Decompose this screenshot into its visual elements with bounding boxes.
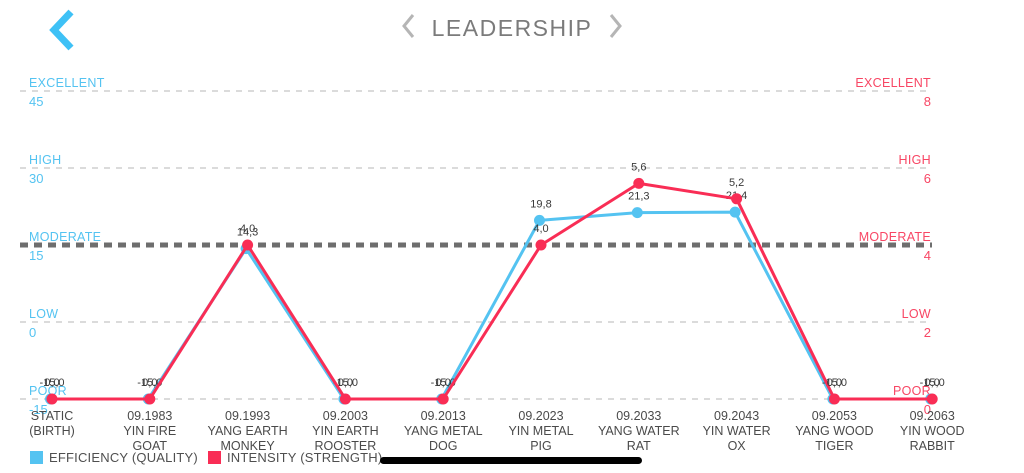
svg-text:09.1983: 09.1983 — [127, 409, 172, 423]
svg-text:45: 45 — [29, 94, 43, 109]
svg-text:8: 8 — [924, 94, 931, 109]
svg-text:ROOSTER: ROOSTER — [314, 439, 376, 453]
svg-text:YIN EARTH: YIN EARTH — [312, 424, 378, 438]
svg-text:30: 30 — [29, 171, 43, 186]
svg-text:09.2003: 09.2003 — [323, 409, 368, 423]
svg-text:6: 6 — [924, 171, 931, 186]
svg-text:-15,0: -15,0 — [39, 377, 64, 389]
svg-text:09.2053: 09.2053 — [812, 409, 857, 423]
svg-text:PIG: PIG — [530, 439, 552, 453]
chart-legend: EFFICIENCY (QUALITY) INTENSITY (STRENGTH… — [30, 450, 382, 465]
svg-text:5,6: 5,6 — [631, 161, 646, 173]
svg-text:09.2023: 09.2023 — [518, 409, 563, 423]
svg-text:19,8: 19,8 — [530, 198, 551, 210]
svg-text:YANG WATER: YANG WATER — [598, 424, 680, 438]
svg-text:YANG WOOD: YANG WOOD — [795, 424, 873, 438]
svg-text:0,0: 0,0 — [925, 377, 940, 389]
svg-text:5,2: 5,2 — [729, 177, 744, 189]
svg-text:GOAT: GOAT — [133, 439, 168, 453]
svg-text:09.2013: 09.2013 — [421, 409, 466, 423]
chart-pager: LEADERSHIP — [0, 12, 1024, 45]
page-title: LEADERSHIP — [431, 15, 593, 41]
svg-text:-15,0: -15,0 — [333, 377, 358, 389]
svg-text:21,3: 21,3 — [628, 191, 649, 203]
svg-text:0,0: 0,0 — [142, 377, 157, 389]
svg-text:-15,0: -15,0 — [920, 377, 945, 389]
svg-text:0,0: 0,0 — [44, 377, 59, 389]
svg-text:MODERATE: MODERATE — [29, 230, 101, 244]
chevron-right-icon — [610, 14, 623, 38]
legend-item-efficiency: EFFICIENCY (QUALITY) — [30, 450, 198, 465]
svg-text:15: 15 — [29, 248, 43, 263]
svg-text:0,0: 0,0 — [827, 377, 842, 389]
svg-text:MONKEY: MONKEY — [221, 439, 276, 453]
svg-text:09.2063: 09.2063 — [910, 409, 955, 423]
svg-text:RABBIT: RABBIT — [910, 439, 956, 453]
next-chart-button[interactable] — [608, 12, 624, 45]
svg-text:09.1993: 09.1993 — [225, 409, 270, 423]
legend-item-intensity: INTENSITY (STRENGTH) — [207, 450, 383, 465]
svg-text:09.2033: 09.2033 — [616, 409, 661, 423]
svg-text:YIN METAL: YIN METAL — [508, 424, 573, 438]
svg-text:2: 2 — [924, 325, 931, 340]
svg-text:-15,0: -15,0 — [137, 377, 162, 389]
svg-text:-15: -15 — [29, 402, 48, 417]
svg-text:14,3: 14,3 — [237, 227, 258, 239]
svg-text:EXCELLENT: EXCELLENT — [855, 76, 931, 90]
svg-text:MODERATE: MODERATE — [859, 230, 931, 244]
legend-label-intensity: INTENSITY (STRENGTH) — [226, 450, 383, 465]
svg-text:0,0: 0,0 — [436, 377, 451, 389]
svg-text:EXCELLENT: EXCELLENT — [29, 76, 105, 90]
efficiency-swatch-icon — [30, 451, 43, 464]
svg-text:YIN FIRE: YIN FIRE — [123, 424, 176, 438]
svg-text:POOR: POOR — [29, 384, 67, 398]
svg-text:YANG EARTH: YANG EARTH — [208, 424, 288, 438]
svg-text:4: 4 — [924, 248, 931, 263]
intensity-swatch-icon — [207, 451, 221, 464]
chevron-left-icon — [401, 14, 414, 38]
svg-text:4,0: 4,0 — [240, 223, 255, 235]
back-button[interactable] — [46, 8, 82, 52]
svg-text:OX: OX — [728, 439, 747, 453]
svg-text:RAT: RAT — [627, 439, 651, 453]
svg-text:09.2043: 09.2043 — [714, 409, 759, 423]
svg-text:HIGH: HIGH — [899, 153, 931, 167]
svg-text:4,0: 4,0 — [533, 223, 548, 235]
svg-text:YIN WOOD: YIN WOOD — [900, 424, 965, 438]
svg-text:(BIRTH): (BIRTH) — [29, 424, 75, 438]
svg-text:-15,0: -15,0 — [431, 377, 456, 389]
svg-text:LOW: LOW — [29, 307, 58, 321]
svg-text:LOW: LOW — [902, 307, 931, 321]
svg-text:0: 0 — [924, 402, 931, 417]
legend-label-efficiency: EFFICIENCY (QUALITY) — [49, 450, 198, 465]
svg-text:STATIC: STATIC — [31, 409, 74, 423]
previous-chart-button[interactable] — [400, 12, 416, 45]
svg-text:DOG: DOG — [429, 439, 457, 453]
svg-text:HIGH: HIGH — [29, 153, 61, 167]
svg-text:TIGER: TIGER — [815, 439, 853, 453]
svg-text:YANG METAL: YANG METAL — [404, 424, 483, 438]
svg-text:0,0: 0,0 — [338, 377, 353, 389]
chevron-left-icon — [49, 9, 74, 51]
home-indicator[interactable] — [380, 457, 642, 464]
svg-text:POOR: POOR — [893, 384, 931, 398]
svg-text:0: 0 — [29, 325, 36, 340]
svg-text:YIN WATER: YIN WATER — [703, 424, 771, 438]
